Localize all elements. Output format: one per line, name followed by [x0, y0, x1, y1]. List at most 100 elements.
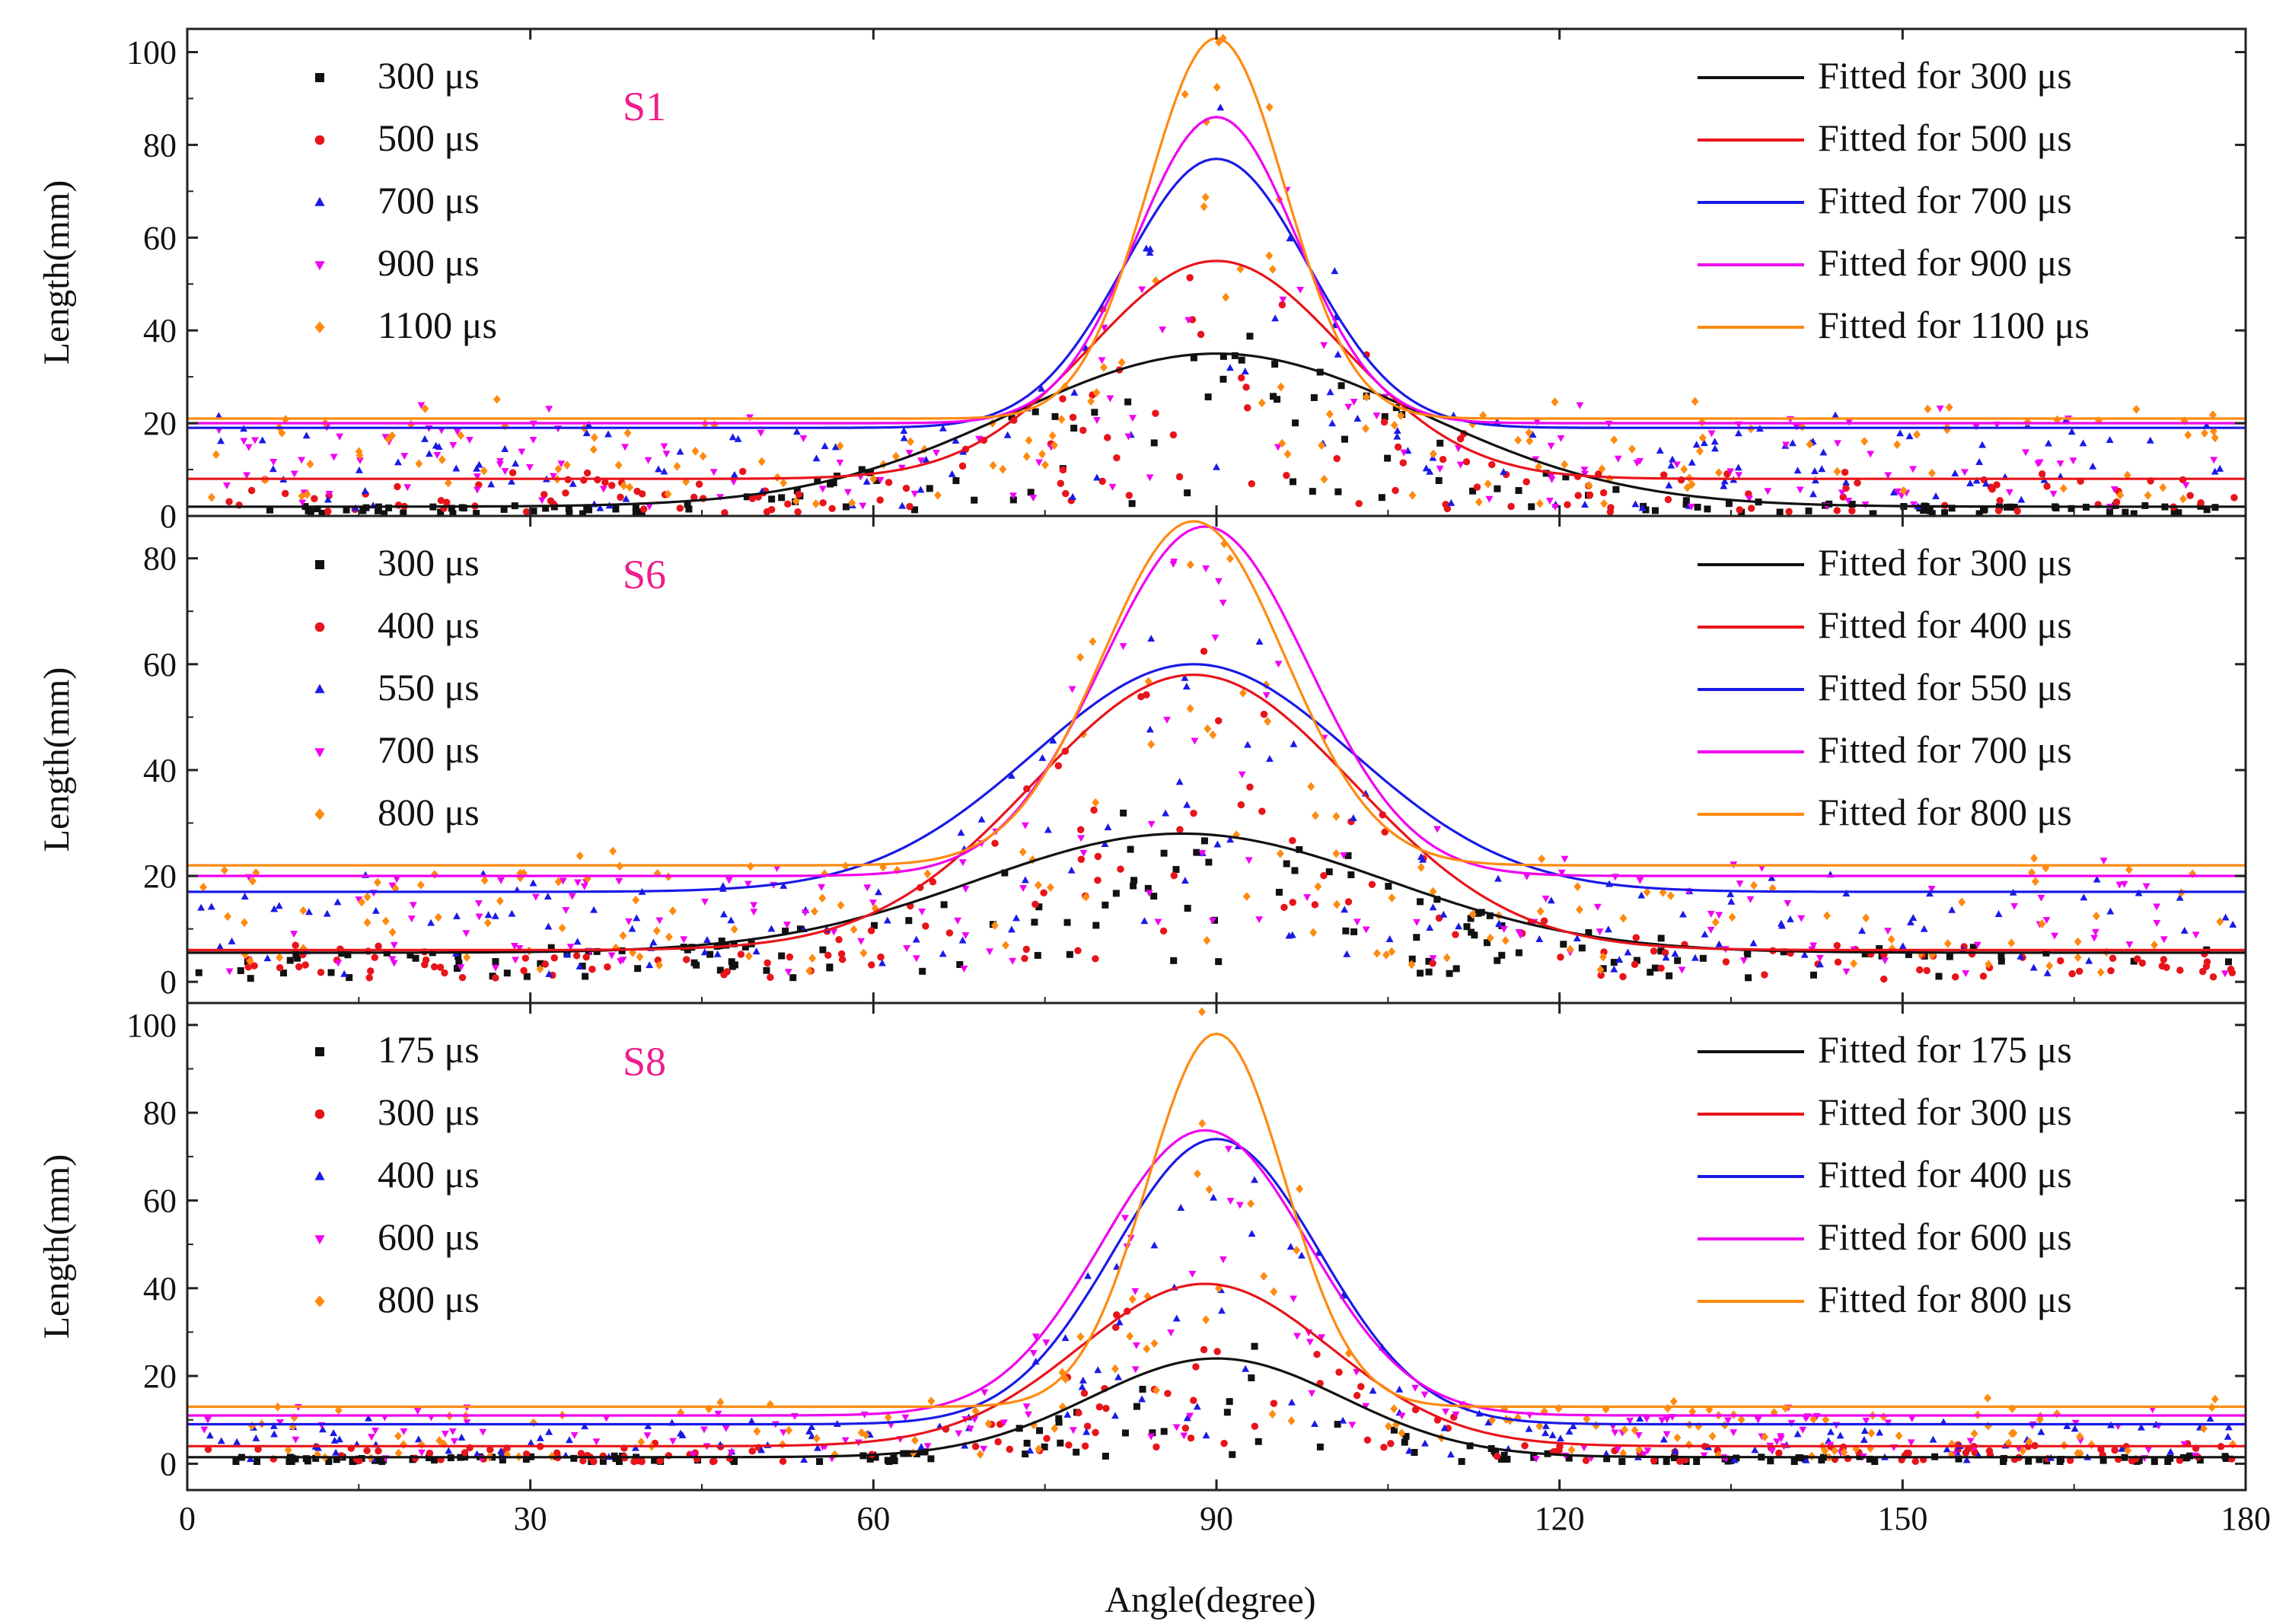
- data-point: [1746, 896, 1755, 903]
- fitted-curve-175s: [187, 1357, 2246, 1459]
- data-point: [1325, 868, 1333, 876]
- data-point: [457, 964, 465, 972]
- data-point: [1610, 965, 1618, 973]
- data-point: [1720, 482, 1728, 489]
- data-point: [1340, 852, 1347, 859]
- data-point: [1673, 461, 1681, 469]
- data-point: [892, 451, 900, 461]
- data-point: [1850, 959, 1858, 968]
- data-point: [1420, 1391, 1429, 1399]
- data-point: [612, 943, 620, 953]
- data-point: [292, 951, 300, 958]
- data-point: [857, 938, 866, 945]
- data-point: [1009, 957, 1017, 965]
- data-point: [1905, 432, 1914, 440]
- data-point: [792, 496, 800, 506]
- data-point: [1443, 953, 1451, 963]
- data-point: [1279, 296, 1287, 304]
- data-point: [407, 915, 416, 923]
- data-point: [1399, 459, 1408, 467]
- data-point: [1644, 1447, 1652, 1455]
- data-point: [1393, 432, 1401, 440]
- data-point: [1500, 468, 1508, 476]
- data-point: [325, 1458, 333, 1466]
- data-point: [1159, 326, 1167, 334]
- data-point: [580, 476, 588, 484]
- data-point: [891, 1457, 898, 1465]
- data-point: [497, 1447, 505, 1454]
- data-point: [2107, 966, 2115, 975]
- data-point: [1111, 1364, 1119, 1374]
- data-point: [568, 893, 576, 900]
- data-point: [2116, 490, 2125, 500]
- data-point: [1214, 1284, 1223, 1293]
- data-point: [1183, 801, 1191, 808]
- data-point: [1202, 1431, 1210, 1439]
- data-point: [2043, 969, 2052, 976]
- data-point: [1400, 449, 1408, 457]
- data-point: [1545, 497, 1554, 505]
- data-point: [2079, 439, 2087, 447]
- data-point: [1164, 1390, 1172, 1397]
- data-point: [2138, 959, 2147, 967]
- data-point: [1057, 1439, 1064, 1447]
- data-point: [1083, 1422, 1092, 1430]
- data-point: [1139, 1385, 1146, 1393]
- data-point: [1542, 470, 1550, 477]
- data-point: [632, 510, 639, 517]
- data-point: [966, 1425, 974, 1433]
- data-point: [1985, 960, 1993, 969]
- data-point: [2025, 1457, 2033, 1465]
- data-point: [1398, 1428, 1406, 1438]
- data-point: [716, 1397, 725, 1407]
- data-point: [529, 437, 537, 444]
- data-point: [877, 953, 885, 961]
- data-point: [763, 508, 771, 516]
- data-point: [1170, 957, 1178, 964]
- data-point: [1535, 498, 1544, 508]
- data-point: [526, 463, 534, 471]
- data-point: [933, 450, 940, 457]
- data-point: [1390, 1404, 1398, 1413]
- data-point: [1384, 454, 1392, 462]
- data-point: [1382, 950, 1390, 960]
- data-point: [1637, 891, 1646, 899]
- data-point: [961, 1441, 969, 1449]
- data-point: [1838, 489, 1846, 497]
- data-point: [607, 952, 616, 960]
- data-point: [1521, 1441, 1529, 1450]
- data-point: [589, 444, 598, 454]
- data-point: [569, 479, 577, 487]
- data-point: [1955, 1455, 1962, 1463]
- data-point: [1175, 778, 1184, 785]
- data-point: [1821, 1446, 1829, 1456]
- data-point: [676, 447, 684, 455]
- data-point: [1408, 960, 1416, 970]
- data-point: [2106, 907, 2115, 915]
- data-point: [1458, 1458, 1465, 1466]
- data-point: [1475, 497, 1483, 507]
- data-point: [1560, 941, 1567, 948]
- data-point: [1726, 468, 1735, 476]
- data-point: [923, 1443, 932, 1450]
- data-point: [298, 491, 306, 501]
- data-point: [1344, 403, 1353, 411]
- data-point: [1242, 892, 1251, 901]
- data-point: [690, 959, 698, 966]
- data-point: [441, 1431, 449, 1438]
- data-point: [1932, 492, 1940, 500]
- data-point: [1842, 478, 1850, 486]
- data-point: [2137, 1423, 2145, 1431]
- legend-label: Fitted for 900 μs: [1818, 241, 2072, 284]
- data-point: [269, 459, 278, 467]
- data-point: [2075, 967, 2084, 976]
- data-point: [336, 1435, 343, 1443]
- data-point: [1274, 396, 1281, 403]
- data-point: [1152, 1385, 1160, 1395]
- data-point: [1669, 1396, 1678, 1406]
- data-point: [2109, 954, 2117, 962]
- data-point: [409, 902, 417, 909]
- data-point: [1094, 876, 1102, 884]
- data-point: [660, 443, 668, 451]
- data-point: [1247, 1199, 1255, 1208]
